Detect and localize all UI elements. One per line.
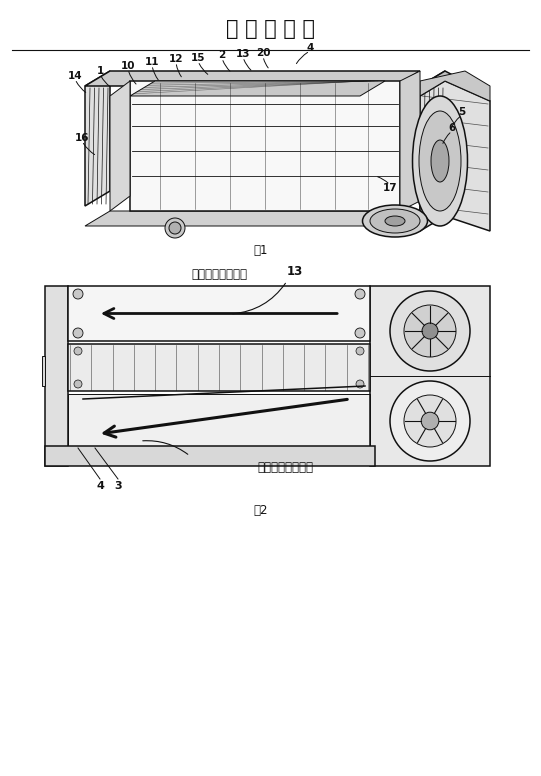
Ellipse shape bbox=[169, 222, 181, 234]
Polygon shape bbox=[130, 81, 385, 96]
Circle shape bbox=[404, 395, 456, 447]
Circle shape bbox=[74, 380, 82, 388]
Polygon shape bbox=[85, 211, 420, 226]
Polygon shape bbox=[420, 71, 445, 211]
Text: 1: 1 bbox=[96, 66, 104, 76]
Circle shape bbox=[74, 347, 82, 355]
Circle shape bbox=[73, 328, 83, 338]
Bar bbox=[45, 286, 68, 466]
Text: 3: 3 bbox=[114, 481, 122, 491]
Polygon shape bbox=[85, 71, 110, 206]
Circle shape bbox=[355, 289, 365, 299]
Text: 15: 15 bbox=[191, 53, 205, 63]
Text: 图1: 图1 bbox=[253, 244, 268, 258]
Ellipse shape bbox=[419, 111, 461, 211]
Text: 10: 10 bbox=[121, 61, 135, 71]
Circle shape bbox=[390, 381, 470, 461]
Text: 图2: 图2 bbox=[253, 504, 268, 518]
Ellipse shape bbox=[370, 209, 420, 233]
Text: 13: 13 bbox=[287, 265, 303, 278]
Circle shape bbox=[356, 347, 364, 355]
Text: 6: 6 bbox=[448, 123, 456, 133]
Polygon shape bbox=[420, 71, 490, 101]
Circle shape bbox=[73, 289, 83, 299]
Bar bbox=[45, 446, 375, 466]
Text: 16: 16 bbox=[75, 133, 89, 143]
Text: 上吹风机吹雪方向: 上吹风机吹雪方向 bbox=[191, 268, 247, 281]
Circle shape bbox=[355, 328, 365, 338]
Circle shape bbox=[404, 305, 456, 357]
Polygon shape bbox=[110, 81, 130, 211]
Circle shape bbox=[356, 380, 364, 388]
Text: 下吹风机吹雪方向: 下吹风机吹雪方向 bbox=[257, 461, 313, 474]
Polygon shape bbox=[420, 71, 470, 99]
Polygon shape bbox=[68, 394, 370, 446]
Text: 4: 4 bbox=[96, 481, 104, 491]
Circle shape bbox=[390, 291, 470, 371]
Circle shape bbox=[421, 412, 439, 430]
Text: 2: 2 bbox=[219, 50, 226, 60]
Polygon shape bbox=[400, 71, 420, 211]
Bar bbox=[68, 344, 370, 391]
Text: 17: 17 bbox=[382, 183, 397, 193]
Ellipse shape bbox=[362, 205, 427, 237]
Text: 20: 20 bbox=[256, 48, 270, 58]
Text: 11: 11 bbox=[145, 57, 159, 67]
Bar bbox=[68, 286, 370, 341]
Text: 说 明 书 附 图: 说 明 书 附 图 bbox=[226, 19, 315, 40]
Text: 4: 4 bbox=[306, 43, 314, 53]
Circle shape bbox=[422, 323, 438, 339]
Bar bbox=[42, 356, 45, 386]
Polygon shape bbox=[420, 81, 490, 231]
Polygon shape bbox=[85, 71, 420, 86]
Text: 14: 14 bbox=[68, 71, 82, 81]
Ellipse shape bbox=[165, 218, 185, 238]
Text: 5: 5 bbox=[458, 107, 466, 117]
Ellipse shape bbox=[385, 216, 405, 226]
Text: 12: 12 bbox=[169, 54, 183, 64]
Ellipse shape bbox=[412, 96, 467, 226]
Bar bbox=[370, 286, 490, 466]
Text: 13: 13 bbox=[236, 49, 250, 59]
Polygon shape bbox=[130, 81, 400, 211]
Ellipse shape bbox=[431, 140, 449, 182]
